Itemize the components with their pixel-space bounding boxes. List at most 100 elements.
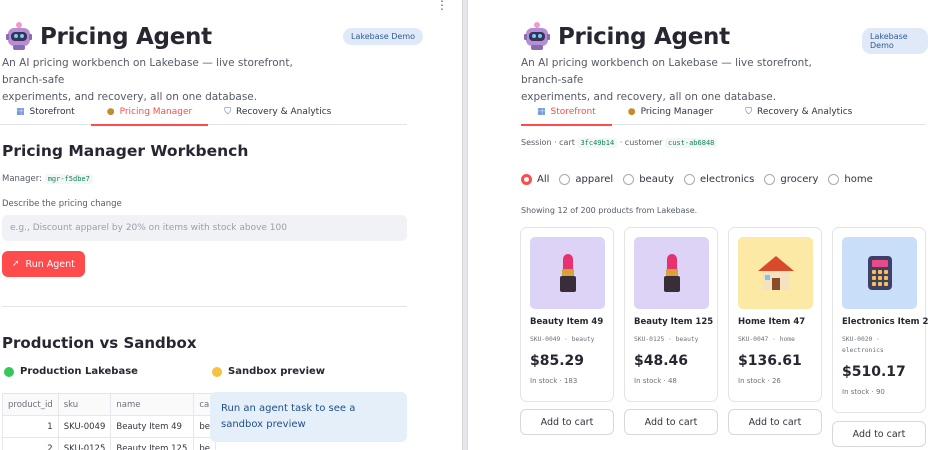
cell: SKU-0125 bbox=[57, 437, 112, 450]
radio-label: apparel bbox=[575, 174, 614, 185]
product-card: Beauty Item 49 SKU-0049 · beauty $85.29 … bbox=[520, 227, 614, 402]
product-stock: In stock · 183 bbox=[530, 377, 578, 385]
cell: be bbox=[193, 437, 216, 450]
product-stock: In stock · 26 bbox=[738, 377, 781, 385]
subtitle-line-1: An AI pricing workbench on Lakebase — li… bbox=[521, 57, 812, 86]
pricing-change-input[interactable]: e.g., Discount apparel by 20% on items w… bbox=[2, 215, 407, 241]
tab-label: Pricing Manager bbox=[640, 107, 714, 117]
lipstick-icon bbox=[530, 237, 605, 309]
tab-pricing-manager[interactable]: ● Pricing Manager bbox=[612, 99, 730, 125]
tab-pricing-manager[interactable]: ● Pricing Manager bbox=[90, 99, 209, 126]
showing-count: Showing 12 of 200 products from Lakebase… bbox=[521, 206, 698, 215]
radio-icon bbox=[559, 174, 571, 185]
pane-divider[interactable] bbox=[462, 0, 468, 450]
add-to-cart-button[interactable]: Add to cart bbox=[520, 409, 614, 435]
radio-icon bbox=[623, 174, 635, 185]
tab-recovery-analytics[interactable]: ⛉ Recovery & Analytics bbox=[208, 99, 347, 125]
tab-label: Recovery & Analytics bbox=[236, 107, 332, 117]
add-to-cart-button[interactable]: Add to cart bbox=[728, 409, 822, 435]
shield-icon: ⛉ bbox=[224, 107, 231, 117]
lakebase-demo-badge: Lakebase Demo bbox=[343, 28, 424, 45]
shield-icon: ⛉ bbox=[745, 107, 752, 117]
radio-home[interactable]: home bbox=[828, 174, 873, 185]
column-header[interactable]: name bbox=[110, 393, 195, 416]
app-subtitle: An AI pricing workbench on Lakebase — li… bbox=[521, 55, 851, 106]
product-sku: SKU-0047 · home bbox=[738, 336, 795, 343]
subtitle-line-1: An AI pricing workbench on Lakebase — li… bbox=[2, 57, 293, 86]
tab-recovery-analytics[interactable]: ⛉ Recovery & Analytics bbox=[729, 99, 868, 125]
table-header-row: product_id sku name ca bbox=[2, 393, 216, 416]
main-tabs: ▦ Storefront ● Pricing Manager ⛉ Recover… bbox=[0, 99, 407, 126]
app-title: Pricing Agent bbox=[558, 24, 730, 50]
lakebase-demo-badge: Lakebase Demo bbox=[862, 28, 928, 54]
house-icon bbox=[738, 237, 813, 309]
cell: 1 bbox=[2, 415, 59, 438]
column-header[interactable]: product_id bbox=[2, 393, 59, 416]
product-stock: In stock · 48 bbox=[634, 377, 677, 385]
product-price: $48.46 bbox=[634, 353, 689, 369]
product-price: $85.29 bbox=[530, 353, 585, 369]
radio-label: electronics bbox=[700, 174, 755, 185]
radio-electronics[interactable]: electronics bbox=[684, 174, 754, 185]
storefront-icon: ▦ bbox=[537, 107, 546, 117]
section-divider bbox=[2, 306, 407, 307]
customer-prefix: · customer bbox=[619, 138, 663, 147]
storefront-icon: ▦ bbox=[16, 107, 25, 117]
production-label: Production Lakebase bbox=[4, 366, 138, 377]
lipstick-icon bbox=[634, 237, 709, 309]
product-card: Electronics Item 20 SKU-0020 · electroni… bbox=[832, 227, 928, 413]
production-label-text: Production Lakebase bbox=[20, 366, 138, 377]
session-info: Session · cart 3fc49b14 · customer cust-… bbox=[521, 138, 718, 148]
subtitle-line-2: experiments, and recovery, all on one da… bbox=[2, 91, 258, 103]
money-bag-icon: ● bbox=[627, 107, 636, 117]
storefront-pane: Pricing Agent Lakebase Demo An AI pricin… bbox=[468, 0, 928, 450]
radio-grocery[interactable]: grocery bbox=[764, 174, 818, 185]
cell: 2 bbox=[2, 437, 59, 450]
more-options-icon[interactable]: ⋮ bbox=[436, 0, 448, 12]
radio-label: All bbox=[537, 174, 550, 185]
add-to-cart-button[interactable]: Add to cart bbox=[624, 409, 718, 435]
compare-title: Production vs Sandbox bbox=[2, 334, 197, 352]
green-circle-icon bbox=[4, 366, 14, 377]
product-card: Home Item 47 SKU-0047 · home $136.61 In … bbox=[728, 227, 822, 402]
radio-apparel[interactable]: apparel bbox=[559, 174, 613, 185]
tab-label: Storefront bbox=[550, 107, 596, 117]
app-title: Pricing Agent bbox=[40, 24, 212, 50]
calculator-icon bbox=[842, 237, 917, 309]
product-sku: SKU-0049 · beauty bbox=[530, 336, 595, 343]
radio-icon bbox=[764, 174, 776, 185]
product-name: Beauty Item 125 bbox=[634, 317, 714, 327]
pricing-manager-pane: Pricing Agent Lakebase Demo An AI pricin… bbox=[0, 0, 462, 450]
robot-icon bbox=[6, 22, 32, 50]
product-sku: SKU-0125 · beauty bbox=[634, 336, 699, 343]
product-price: $510.17 bbox=[842, 364, 906, 380]
tab-storefront[interactable]: ▦ Storefront bbox=[0, 99, 91, 125]
radio-beauty[interactable]: beauty bbox=[623, 174, 674, 185]
radio-icon bbox=[828, 174, 840, 185]
radio-all[interactable]: All bbox=[521, 174, 549, 185]
product-name: Home Item 47 bbox=[738, 317, 806, 327]
tab-storefront[interactable]: ▦ Storefront bbox=[521, 99, 612, 126]
product-price: $136.61 bbox=[738, 353, 802, 369]
radio-icon bbox=[684, 174, 695, 185]
add-to-cart-button[interactable]: Add to cart bbox=[832, 421, 926, 447]
product-card: Beauty Item 125 SKU-0125 · beauty $48.46… bbox=[624, 227, 718, 402]
describe-label: Describe the pricing change bbox=[2, 199, 122, 209]
session-prefix: Session · cart bbox=[521, 138, 575, 147]
radio-label: home bbox=[844, 174, 873, 185]
category-filter: All apparel beauty electronics grocery h… bbox=[521, 174, 883, 185]
manager-id: mgr-f5dbe7 bbox=[44, 174, 93, 184]
rocket-icon: ➚ bbox=[12, 259, 20, 269]
tab-label: Storefront bbox=[29, 107, 75, 117]
table-row: 1 SKU-0049 Beauty Item 49 be bbox=[2, 415, 216, 438]
radio-label: beauty bbox=[639, 174, 674, 185]
production-table: product_id sku name ca 1 SKU-0049 Beauty… bbox=[2, 393, 216, 450]
manager-label: Manager: bbox=[2, 174, 42, 184]
column-header[interactable]: sku bbox=[57, 393, 112, 416]
table-row: 2 SKU-0125 Beauty Item 125 be bbox=[2, 437, 216, 450]
money-bag-icon: ● bbox=[106, 107, 115, 117]
tab-label: Recovery & Analytics bbox=[757, 107, 853, 117]
manager-line: Manager: mgr-f5dbe7 bbox=[2, 174, 93, 184]
app-subtitle: An AI pricing workbench on Lakebase — li… bbox=[2, 55, 332, 106]
run-agent-button[interactable]: ➚ Run Agent bbox=[2, 251, 85, 277]
